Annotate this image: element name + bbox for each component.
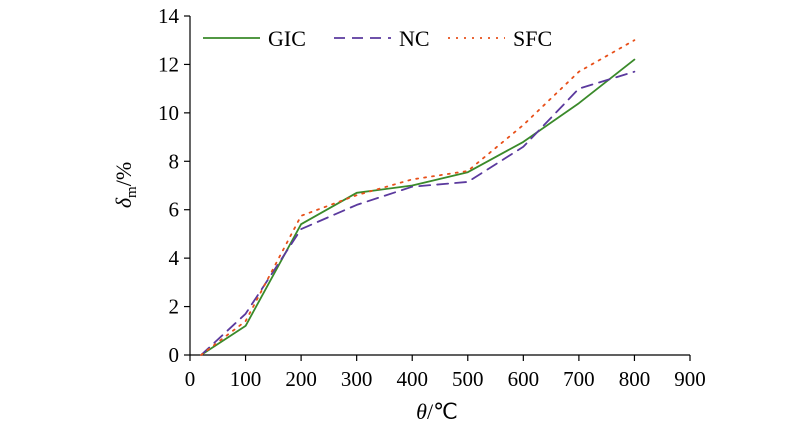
series-line-gic xyxy=(200,58,636,356)
legend: GIC NC SFC xyxy=(203,26,552,51)
x-tick-label: 600 xyxy=(508,367,540,391)
y-tick-label: 6 xyxy=(169,198,180,222)
x-tick-label: 800 xyxy=(619,367,651,391)
x-tick-label: 300 xyxy=(341,367,373,391)
x-tick-label: 500 xyxy=(452,367,484,391)
x-tick-label: 900 xyxy=(674,367,706,391)
y-tick-label: 8 xyxy=(169,149,180,173)
legend-label-gic: GIC xyxy=(268,26,306,51)
x-tick-label: 400 xyxy=(396,367,428,391)
y-tick-label: 0 xyxy=(169,343,180,367)
y-tick-label: 2 xyxy=(169,295,180,319)
y-ticks: 0 2 4 6 8 10 12 14 xyxy=(158,4,190,367)
series-line-sfc xyxy=(200,39,636,356)
y-tick-label: 14 xyxy=(158,4,180,28)
y-axis-label: δm/% xyxy=(111,162,140,208)
x-tick-label: 100 xyxy=(230,367,262,391)
x-tick-label: 0 xyxy=(185,367,196,391)
series-line-nc xyxy=(200,70,636,356)
y-tick-label: 12 xyxy=(158,52,179,76)
axes xyxy=(189,16,690,356)
y-tick-label: 4 xyxy=(169,246,180,270)
x-tick-label: 200 xyxy=(285,367,317,391)
series-layer xyxy=(200,39,636,356)
x-ticks: 0 100 200 300 400 500 600 700 800 900 xyxy=(185,355,706,391)
legend-label-sfc: SFC xyxy=(513,26,552,51)
legend-label-nc: NC xyxy=(399,26,430,51)
x-axis-label: θ/℃ xyxy=(416,399,458,424)
y-tick-label: 10 xyxy=(158,101,179,125)
x-tick-label: 700 xyxy=(563,367,595,391)
